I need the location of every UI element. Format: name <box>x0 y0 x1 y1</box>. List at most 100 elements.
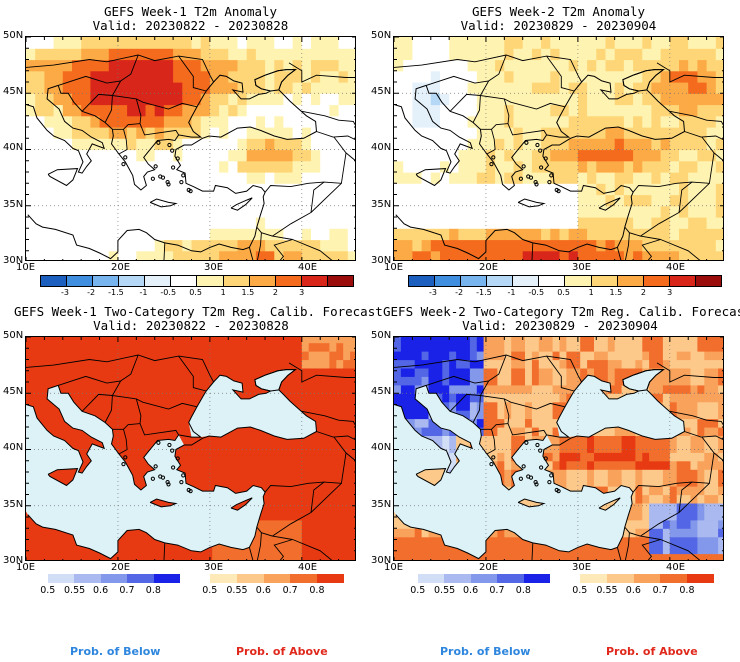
week2-probability-map <box>393 336 724 561</box>
lat-label-45n: 45N <box>371 86 392 97</box>
colorbar-label: 0.5 <box>40 585 56 596</box>
lon-label-30e: 30E <box>572 262 592 273</box>
colorbar-label: -0.5 <box>528 288 545 297</box>
colorbar-label: 0.5 <box>557 288 570 297</box>
colorbar-swatch <box>127 574 154 583</box>
lat-label-45n: 45N <box>3 386 24 397</box>
below-colorbar-week1 <box>48 574 181 583</box>
lon-label-20e: 20E <box>479 262 499 273</box>
colorbar-label: 1 <box>588 288 594 297</box>
lon-label-30e: 30E <box>572 562 592 573</box>
colorbar-swatch <box>539 276 566 286</box>
field-cells <box>26 37 355 260</box>
colorbar-swatch <box>606 574 634 583</box>
colorbar-label: 0.55 <box>596 585 618 596</box>
colorbar-label: 0.5 <box>410 585 426 596</box>
colorbar-swatch <box>317 574 344 583</box>
colorbar-swatch <box>633 574 661 583</box>
lat-label-35n: 35N <box>3 199 24 210</box>
coastlines <box>26 69 317 260</box>
colorbar-swatch <box>487 276 514 286</box>
colorbar-swatch <box>565 276 592 286</box>
colorbar-label: -2 <box>87 288 96 297</box>
panel1-title: GEFS Week-1 T2m Anomaly <box>103 4 278 19</box>
colorbar-label: -3 <box>428 288 437 297</box>
colorbar-label: 0.7 <box>119 585 135 596</box>
country-borders <box>26 354 355 560</box>
anomaly-colorbar-week2 <box>408 275 722 287</box>
lat-label-50n: 50N <box>3 330 24 341</box>
colorbar-swatch <box>513 276 540 286</box>
lon-label-10e: 10E <box>16 262 36 273</box>
week2-anomaly-map <box>393 36 724 261</box>
anomaly-colorbar-week1 <box>40 275 354 287</box>
lon-label-30e: 30E <box>204 562 224 573</box>
prob-above-label: Prob. of Above <box>606 645 698 658</box>
lon-label-20e: 20E <box>479 562 499 573</box>
colorbar-swatch <box>145 276 172 286</box>
colorbar-swatch <box>263 574 291 583</box>
colorbar-swatch <box>470 574 498 583</box>
prob-below-label: Prob. of Below <box>70 645 161 658</box>
field-cells <box>394 37 723 260</box>
colorbar-label: 0.5 <box>202 585 218 596</box>
colorbar-label: 2 <box>640 288 646 297</box>
panel3-title: GEFS Week-1 Two-Category T2m Reg. Calib.… <box>14 304 383 319</box>
anomaly-field-svg <box>394 37 723 260</box>
colorbar-label: 1.5 <box>241 288 255 297</box>
colorbar-label: 0.55 <box>434 585 456 596</box>
prob-above-label: Prob. of Above <box>236 645 328 658</box>
colorbar-swatch <box>660 574 688 583</box>
colorbar-label: -1.5 <box>476 288 492 297</box>
colorbar-label: 0.5 <box>189 288 202 297</box>
sea-mask <box>26 369 317 560</box>
lat-label-50n: 50N <box>3 30 24 41</box>
colorbar-swatch <box>249 276 276 286</box>
lon-label-10e: 10E <box>384 562 404 573</box>
colorbar-label: 0.6 <box>625 585 641 596</box>
colorbar-label: 0.5 <box>572 585 588 596</box>
panel2-valid: Valid: 20230829 - 20230904 <box>460 18 657 33</box>
lat-label-45n: 45N <box>371 386 392 397</box>
below-colorbar-week2 <box>418 574 551 583</box>
coastlines <box>394 69 685 260</box>
lon-label-30e: 30E <box>204 262 224 273</box>
colorbar-label: -1.5 <box>108 288 124 297</box>
colorbar-swatch <box>171 276 198 286</box>
colorbar-swatch <box>301 276 328 286</box>
colorbar-label: -1 <box>507 288 516 297</box>
colorbar-swatch <box>236 574 264 583</box>
colorbar-label: 0.6 <box>463 585 479 596</box>
colorbar-swatch <box>275 276 302 286</box>
colorbar-swatch <box>210 574 237 583</box>
prob-field-svg <box>394 337 723 560</box>
lat-label-50n: 50N <box>371 330 392 341</box>
lat-label-30n: 30N <box>3 255 24 266</box>
lat-label-35n: 35N <box>3 499 24 510</box>
colorbar-swatch <box>643 276 670 286</box>
colorbar-label: 0.8 <box>145 585 161 596</box>
sea-mask <box>394 369 685 560</box>
lon-label-10e: 10E <box>384 262 404 273</box>
colorbar-label: 1 <box>220 288 226 297</box>
colorbar-swatch <box>695 276 721 286</box>
colorbar-swatch <box>223 276 250 286</box>
colorbar-label: -3 <box>60 288 69 297</box>
lon-label-10e: 10E <box>16 562 36 573</box>
lat-label-45n: 45N <box>3 86 24 97</box>
country-borders <box>394 354 723 560</box>
axis-ticks <box>394 37 723 260</box>
colorbar-label: 0.55 <box>226 585 248 596</box>
colorbar-label: 0.6 <box>255 585 271 596</box>
colorbar-swatch <box>119 276 146 286</box>
week1-probability-map <box>25 336 356 561</box>
graticule <box>26 37 355 260</box>
colorbar-swatch <box>100 574 128 583</box>
colorbar-label: -1 <box>139 288 148 297</box>
coastlines <box>394 369 685 560</box>
colorbar-swatch <box>409 276 436 286</box>
week1-anomaly-map <box>25 36 356 261</box>
lat-label-40n: 40N <box>3 442 24 453</box>
colorbar-swatch <box>617 276 644 286</box>
lat-label-50n: 50N <box>371 30 392 41</box>
